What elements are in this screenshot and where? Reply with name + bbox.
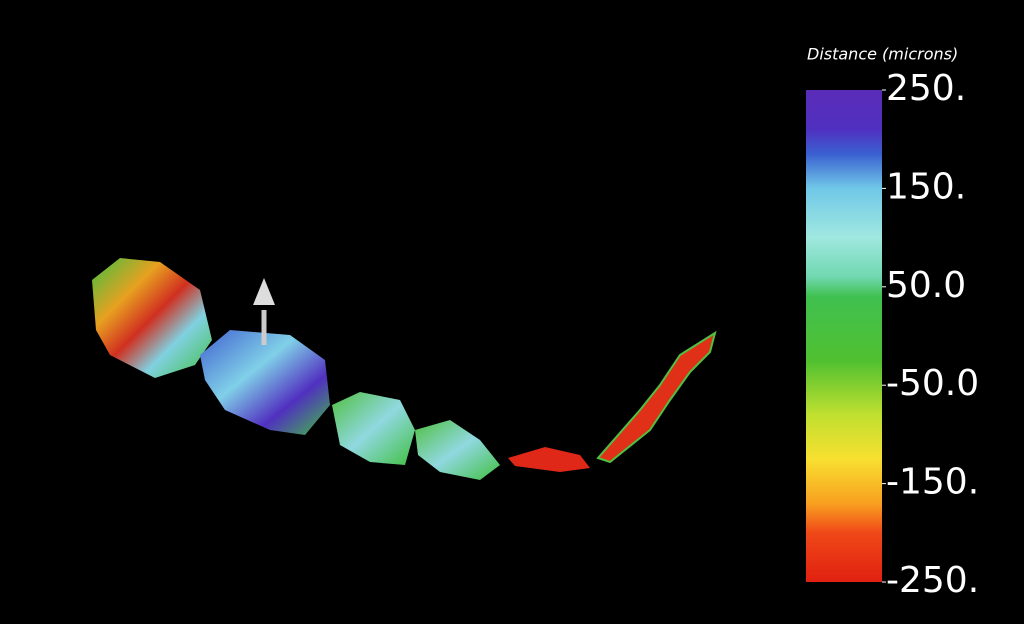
tick-label: 50.0 — [886, 265, 966, 306]
segment — [92, 258, 212, 378]
segment — [200, 330, 330, 435]
tick-label: -150. — [886, 462, 979, 503]
specimen — [92, 258, 717, 480]
tick-label: 150. — [886, 166, 966, 207]
tick-label: -250. — [886, 560, 979, 601]
tick-label: 250. — [886, 68, 966, 109]
colorbar — [806, 90, 882, 582]
segment — [508, 447, 590, 472]
arrow-head — [253, 278, 275, 305]
tick-label: -50.0 — [886, 363, 979, 404]
segment — [415, 420, 500, 480]
segment — [332, 392, 415, 465]
colorbar-ticks: 250. 150. 50.0 -50.0 -150. -250. — [882, 68, 979, 601]
segment — [596, 330, 717, 464]
colorbar-title: Distance (microns) — [807, 45, 958, 64]
